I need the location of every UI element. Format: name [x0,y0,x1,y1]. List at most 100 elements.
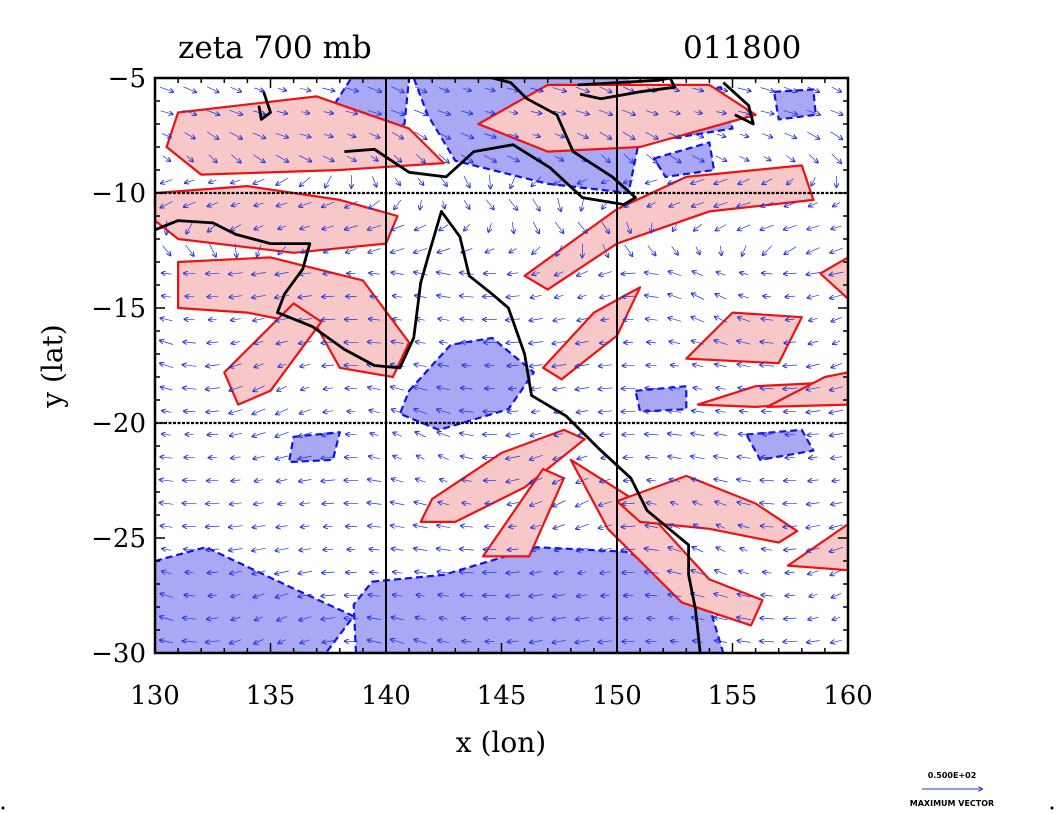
wind-vector [371,433,379,435]
wind-vector [253,526,266,528]
wind-vector [255,341,264,343]
wind-vector [761,133,772,138]
wind-vector [807,272,821,274]
wind-vector [646,457,658,458]
wind-vector [784,273,797,274]
wind-vector [371,296,379,297]
wind-vector [369,549,380,550]
wind-vector [162,434,172,435]
wind-vector [670,202,681,206]
wind-vector [531,388,542,390]
wind-vector [321,457,336,459]
wind-vector [553,477,566,484]
wind-vector [645,411,659,412]
wind-vector [461,595,474,596]
wind-vector [321,319,336,320]
wind-vector [600,479,611,482]
wind-vector [646,179,658,184]
wind-vector [298,571,312,573]
wind-vector [531,433,542,436]
wind-vector [160,503,174,505]
wind-vector [811,177,816,186]
wind-vector [737,87,751,91]
wind-vector [299,88,310,90]
wind-vector [461,111,472,114]
wind-vector [230,571,242,573]
wind-vector [716,388,726,390]
wind-vector [831,503,842,505]
wind-vector [391,387,405,391]
wind-vector [578,179,587,183]
wind-vector [252,548,266,551]
wind-vector [716,224,727,231]
wind-vector [555,572,565,574]
wind-vector [833,341,841,344]
coastline-bougainville [722,81,755,126]
wind-vector [760,365,775,366]
wind-vector [417,177,424,185]
wind-vector [231,319,241,321]
wind-vector [532,411,541,412]
wind-vector [623,153,633,163]
wind-vector [715,502,727,506]
wind-vector [368,526,381,527]
wind-vector [277,202,288,206]
wind-vector [183,86,196,93]
wind-vector [231,224,242,231]
wind-vector [460,411,474,413]
wind-vector [763,245,772,255]
wind-vector [415,572,427,574]
y-tick-label: −25 [91,524,146,554]
wind-vector [184,411,196,412]
wind-vector [784,132,797,138]
wind-vector [206,273,220,274]
wind-vector [506,456,520,459]
wind-vector [345,225,358,230]
x-tick-label: 145 [477,681,527,711]
wind-vector [600,618,612,619]
wind-vector [831,86,841,92]
wind-vector [185,319,195,320]
wind-vector [714,617,728,620]
wind-vector [651,222,652,233]
wind-vector [783,503,798,504]
wind-vector [464,224,470,230]
wind-vector [461,319,474,320]
wind-vector [830,546,844,552]
wind-vector [625,201,633,207]
wind-vector [694,525,702,529]
wind-vector [166,220,167,235]
wind-vector [417,595,425,596]
wind-vector [831,153,842,163]
wind-vector [692,294,705,300]
wind-vector [277,341,288,344]
wind-vector [390,109,404,115]
wind-vector [161,387,173,391]
wind-vector [276,455,289,459]
wind-vector [553,388,566,390]
coastline-australia [155,209,702,653]
wind-vector [485,199,494,210]
wind-vector [647,245,656,256]
wind-vector [669,271,682,276]
wind-vector [668,132,681,138]
wind-vector [230,503,242,504]
wind-vector [369,132,380,137]
wind-vector [693,547,704,553]
wind-vector [367,86,381,92]
wind-vector [368,387,381,389]
wind-vector [742,245,747,256]
wind-vector [691,456,705,459]
wind-vector [299,480,312,482]
wind-vector [807,247,820,254]
wind-vector [691,570,705,576]
wind-vector [183,618,197,619]
wind-vector [229,409,243,414]
wind-vector [532,198,540,211]
wind-vector [693,112,702,114]
wind-vector [831,640,842,643]
wind-vector [484,133,496,138]
wind-vector [420,199,422,210]
wind-vector [600,295,611,297]
wind-vector [807,86,819,92]
